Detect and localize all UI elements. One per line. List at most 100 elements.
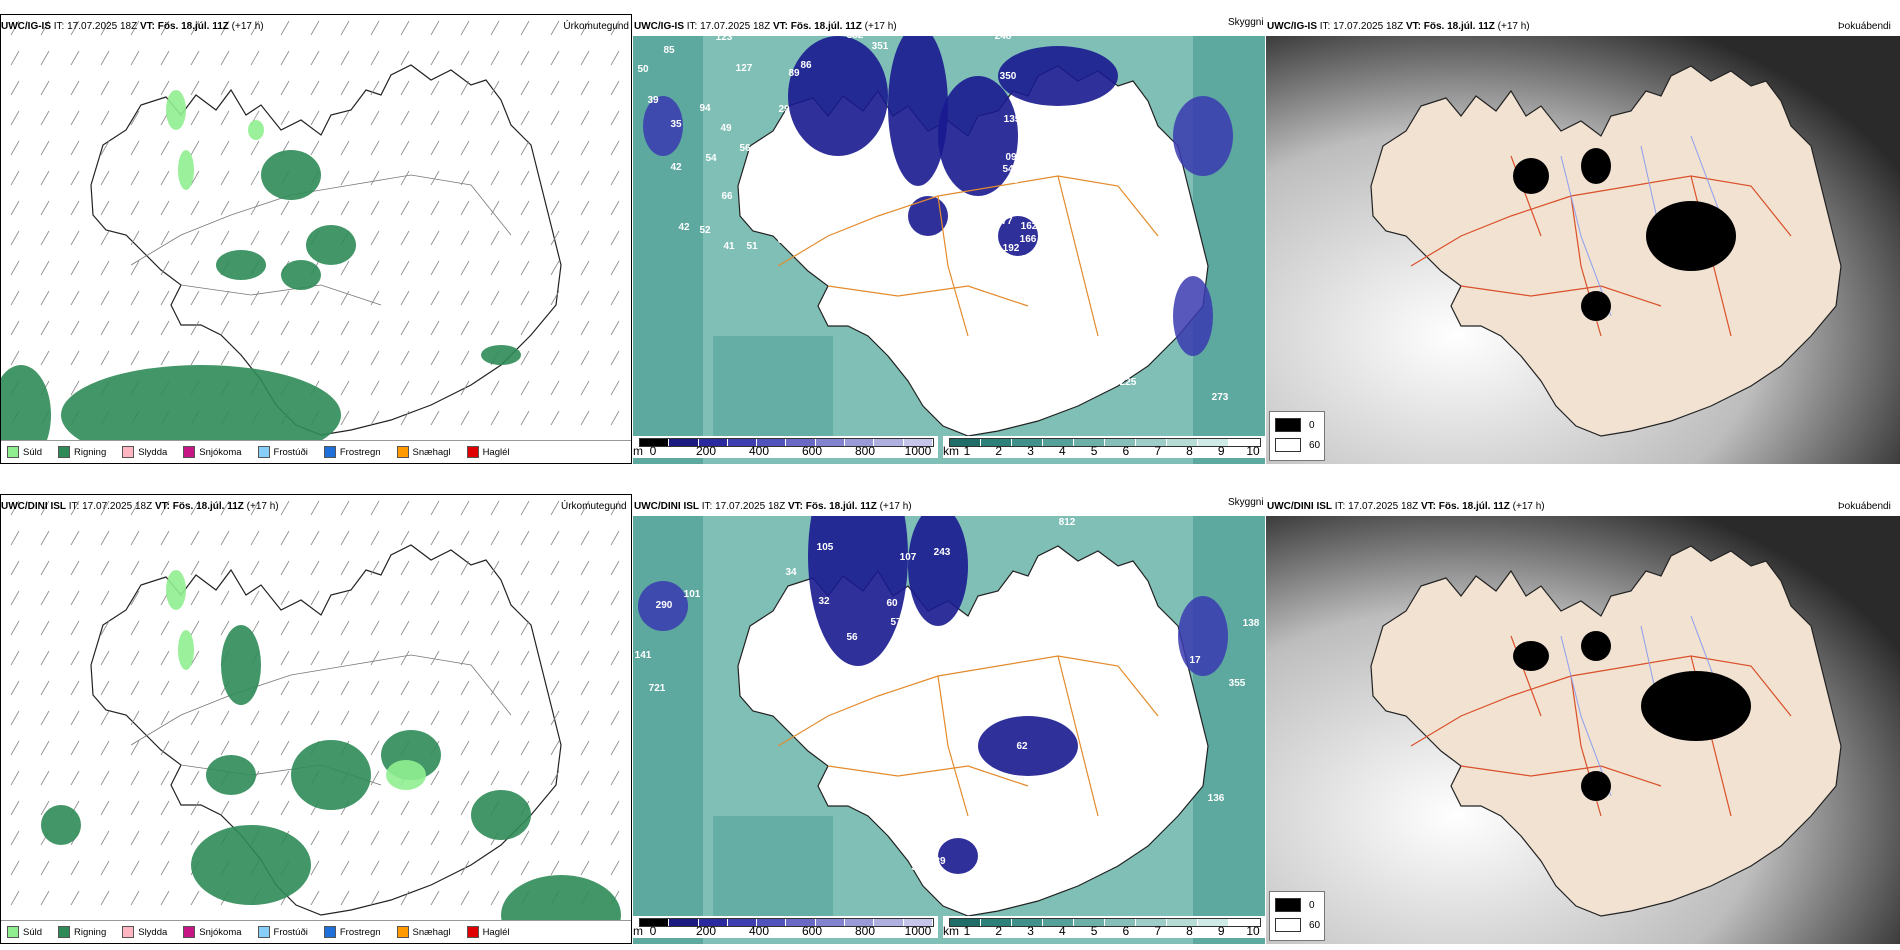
colorbar-tick: 8	[1186, 444, 1193, 458]
wind-barb	[70, 200, 80, 216]
wind-barb	[100, 50, 110, 66]
wind-barb	[100, 710, 110, 726]
wind-barb	[550, 110, 560, 126]
panel-name-fog-bottom: Þokuábendi	[1838, 501, 1891, 512]
iceland-land	[1370, 65, 1842, 437]
cloud-base-label: 355	[1229, 678, 1246, 689]
cloud-base-label: 56	[739, 143, 751, 154]
wind-barb	[430, 710, 440, 726]
wind-barb	[370, 80, 380, 96]
wind-barb	[370, 830, 380, 846]
cloud-base-label: 39	[934, 856, 946, 867]
colorbar-step	[981, 919, 1012, 926]
rain-area	[281, 260, 321, 290]
legend-swatch	[466, 446, 479, 458]
wind-barb	[610, 770, 620, 786]
fog-legend-label: 60	[1309, 439, 1321, 451]
wind-barb	[460, 260, 470, 276]
wind-barb	[490, 890, 500, 906]
wind-barb	[460, 290, 470, 306]
legend-item: Frostúði	[257, 446, 308, 458]
fog-legend-bottom: 0 60	[1269, 891, 1325, 941]
cloud-base-label: 62	[806, 197, 818, 208]
wind-barb	[340, 500, 350, 516]
wind-barb	[220, 560, 230, 576]
colorbar-step	[727, 919, 758, 926]
legend-label: Súld	[23, 446, 43, 458]
wind-barb	[190, 770, 200, 786]
wind-barb	[190, 680, 200, 696]
cloud-base-label: 105	[817, 542, 834, 553]
wind-barb	[310, 710, 320, 726]
rain-area	[41, 805, 81, 845]
wind-barb	[190, 650, 200, 666]
wind-barb	[430, 890, 440, 906]
wind-barb	[400, 20, 410, 36]
wind-barb	[520, 680, 530, 696]
wind-barb	[430, 620, 440, 636]
cloud-base-label: 107	[900, 552, 917, 563]
legend-item: Snjókoma	[183, 446, 242, 458]
colorbar-step	[1074, 919, 1105, 926]
legend-label: Súld	[23, 926, 43, 938]
wind-barb	[460, 410, 470, 426]
cloud-base-label: 57	[741, 179, 753, 190]
low-cloud-area	[998, 216, 1038, 256]
wind-barb	[430, 20, 440, 36]
colorbar-step	[1198, 439, 1229, 446]
wind-barb	[160, 350, 170, 366]
colorbar-step	[950, 919, 981, 926]
cloud-base-label: 55	[1092, 759, 1104, 770]
wind-barb	[310, 650, 320, 666]
wind-barb	[190, 740, 200, 756]
wind-barb	[160, 680, 170, 696]
wind-barb	[550, 410, 560, 426]
wind-barb	[100, 800, 110, 816]
wind-barb	[430, 770, 440, 786]
wind-barb	[550, 170, 560, 186]
wind-barb	[10, 710, 20, 726]
cloud-base-label: 41	[723, 241, 735, 252]
wind-barb	[280, 320, 290, 336]
wind-barb	[400, 320, 410, 336]
wind-barb	[70, 500, 80, 516]
wind-barb	[580, 140, 590, 156]
wind-barb	[340, 110, 350, 126]
wind-barb	[100, 590, 110, 606]
wind-barb	[610, 530, 620, 546]
wind-barb	[610, 680, 620, 696]
wind-barb	[430, 80, 440, 96]
legend-label: Frostúði	[273, 446, 308, 458]
wind-barb	[490, 50, 500, 66]
wind-barb	[280, 110, 290, 126]
cloud-base-label: 127	[736, 63, 753, 74]
colorbar-step	[698, 919, 728, 926]
wind-barb	[70, 230, 80, 246]
colorbar-tick: 800	[854, 444, 876, 458]
wind-barb	[130, 320, 140, 336]
wind-barb	[430, 380, 440, 396]
legend-swatch	[122, 926, 135, 938]
wind-barb	[70, 590, 80, 606]
wind-barb	[70, 320, 80, 336]
colorbar-step	[1136, 919, 1167, 926]
legend-swatch	[58, 926, 71, 938]
wind-barb	[400, 380, 410, 396]
low-cloud-area	[788, 36, 888, 156]
wind-barb	[220, 320, 230, 336]
wind-barb	[520, 230, 530, 246]
wind-barb	[490, 650, 500, 666]
cloud-base-label: 42	[1061, 810, 1073, 821]
cloud-base-label: 29	[778, 104, 790, 115]
legend-swatch	[396, 926, 409, 938]
wind-barb	[280, 230, 290, 246]
wind-barb	[490, 770, 500, 786]
wind-barb	[610, 560, 620, 576]
cloud-panel-top: 5552721347350851231278689332351248350114…	[633, 36, 1265, 464]
wind-barb	[250, 200, 260, 216]
wind-barb	[310, 350, 320, 366]
low-cloud-area	[938, 838, 978, 874]
cloud-base-label: 177	[1114, 351, 1131, 362]
wind-barb	[100, 350, 110, 366]
cloud-base-label: 243	[934, 547, 951, 558]
